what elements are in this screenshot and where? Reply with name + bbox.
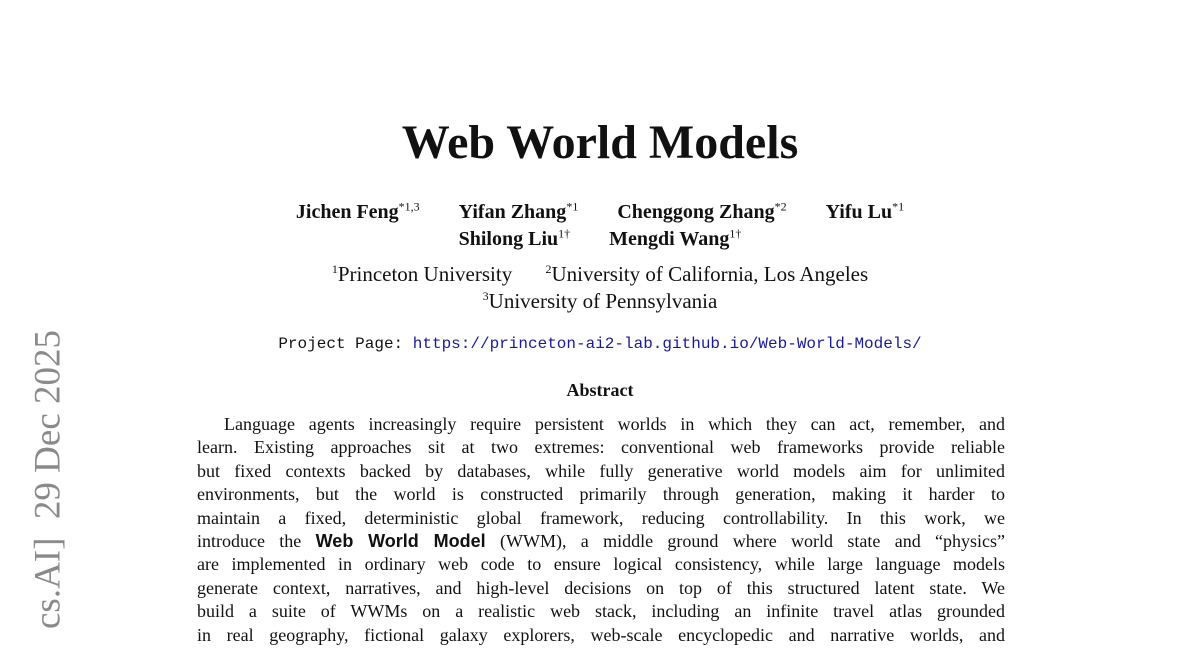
author: Shilong Liu1†: [458, 226, 571, 250]
project-page-link[interactable]: https://princeton-ai2-lab.github.io/Web-…: [412, 335, 922, 353]
abstract-line: are implemented in ordinary web code to …: [197, 554, 1005, 575]
arxiv-side-stamp: cs.AI] 29 Dec 2025: [27, 330, 69, 629]
abstract-line: maintain a fixed, deterministic global f…: [197, 507, 1005, 528]
abstract-body: Language agents increasingly require per…: [197, 413, 1005, 647]
abstract-line: learn. Existing approaches sit at two ex…: [197, 437, 1005, 458]
author: Jichen Feng*1,3: [295, 199, 420, 223]
abstract-line: environments, but the world is construct…: [197, 484, 1005, 505]
affiliation: 1Princeton University: [331, 262, 513, 286]
affiliation: 3University of Pennsylvania: [482, 289, 718, 313]
paper-title: Web World Models: [401, 116, 799, 169]
author: Mengdi Wang1†: [609, 226, 742, 250]
project-page: Project Page: https://princeton-ai2-lab.…: [0, 335, 1200, 353]
abstract-line: build a suite of WWMs on a realistic web…: [197, 601, 1005, 622]
affiliations-row-1: 1Princeton University 2University of Cal…: [0, 262, 1200, 287]
affiliation: 2University of California, Los Angeles: [545, 262, 869, 286]
authors-row-2: Shilong Liu1† Mengdi Wang1†: [0, 226, 1200, 251]
affiliations-row-2: 3University of Pennsylvania: [0, 289, 1200, 314]
author: Yifan Zhang*1: [458, 199, 579, 223]
abstract-line: Language agents increasingly require per…: [224, 414, 1005, 434]
abstract-line: but fixed contexts backed by databases, …: [197, 460, 1005, 481]
abstract-line: introduce the Web World Model (WWM), a m…: [197, 530, 1006, 551]
abstract-line: in real geography, fictional galaxy expl…: [197, 624, 1005, 645]
wwm-term: Web World Model: [315, 530, 486, 551]
project-page-label: Project Page:: [278, 335, 404, 353]
author: Chenggong Zhang*2: [617, 199, 787, 223]
abstract-line: generate context, narratives, and high-l…: [197, 577, 1005, 598]
author: Yifu Lu*1: [825, 199, 905, 223]
authors-row-1: Jichen Feng*1,3 Yifan Zhang*1 Chenggong …: [0, 199, 1200, 224]
abstract-heading: Abstract: [566, 380, 634, 400]
